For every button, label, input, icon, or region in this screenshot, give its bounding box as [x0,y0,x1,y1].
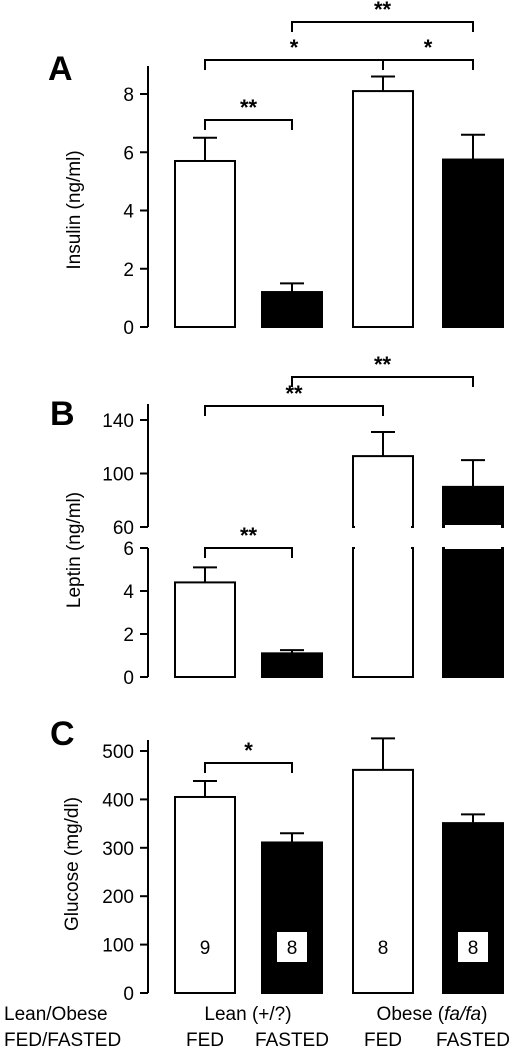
panel-a-bar-3 [442,158,504,328]
group-label-obese: Obese (fa/fa) [377,1004,488,1025]
panel-b-y-tick-label-upper-1: 100 [102,465,134,486]
panel-c-bar-0 [174,795,236,994]
group-label-lean: Lean (+/?) [204,1004,291,1025]
panel-b-y-tick-label-lower-1: 2 [123,625,134,646]
panel-c-y-tick-label-5: 500 [102,742,134,763]
panel-letter-c: C [50,715,75,753]
panel-a-bar-0 [174,159,236,328]
panel-b-break-fill-upper-3 [444,521,502,525]
panel-b-lower-bar-3 [442,547,504,678]
y-axis-label-glucose: Glucose (mg/dl) [62,797,83,931]
panel-a-bar-2 [352,90,414,329]
panel-c-bar-2 [352,768,414,994]
panel-c-bar-1 [261,841,323,995]
panel-b-plot: 0 2 4 660 100 140 ** ** ** [102,352,504,689]
panel-a-y-tick-label-0: 0 [123,318,134,339]
panel-a-bar-1 [261,291,323,328]
panel-letter-a: A [48,50,73,88]
panel-c-bar-3 [442,822,504,995]
panel-b-sig-label-2: ** [374,352,392,377]
y-axis-label-leptin: Leptin (ng/ml) [64,492,85,608]
panel-letter-b: B [50,395,75,433]
panel-c-n-box-3 [458,932,488,962]
panel-a-sig-bracket-3 [291,21,474,32]
state-label-lean-fed: FED [186,1030,224,1051]
panel-b-sig-bracket-2 [291,376,474,387]
panel-c-n-label-0: 9 [200,938,211,959]
panel-b-sig-label-1: ** [285,381,303,406]
panel-c-y-tick-label-3: 300 [102,839,134,860]
group-label-obese-suffix: ) [481,1004,487,1025]
panel-c-plot: 0 100 200 300 400 500 9 8 8 8 * [102,737,504,1005]
panel-a-y-tick-label-3: 6 [123,143,134,164]
panel-b-sig-bracket-0 [204,547,293,558]
panel-b-upper-bar-3 [442,485,504,528]
panel-c-y-tick-label-2: 200 [102,887,134,908]
state-label-obese-fasted: FASTED [436,1030,510,1051]
panel-b-y-tick-label-lower-0: 0 [123,668,134,689]
panel-b-y-tick-label-upper-2: 140 [102,411,134,432]
panel-b-y-tick-label-upper-0: 60 [113,518,134,539]
panel-a-sig-label-1: * [290,35,299,60]
panel-a-sig-bracket-2 [382,59,474,70]
row-label-fed-fasted: FED/FASTED [4,1030,121,1051]
panel-b-bar-1 [261,652,323,678]
panel-b-break-fill-lower-3 [444,549,502,553]
panel-c-n-label-3: 8 [468,938,479,959]
panel-b-lower-bar-2 [352,547,414,678]
panel-b-break-gap-3 [445,524,501,551]
state-label-obese-fed: FED [364,1030,402,1051]
panel-a-sig-bracket-0 [204,119,293,130]
panel-b-break-gap-2 [355,524,411,551]
panel-c-n-box-1 [277,932,307,962]
panel-c-y-tick-label-0: 0 [123,984,134,1005]
state-label-lean-fasted: FASTED [255,1030,329,1051]
panel-b-sig-label-0: ** [240,523,258,548]
panel-b-y-tick-label-lower-2: 4 [123,582,134,603]
y-axis-label-insulin: Insulin (ng/ml) [64,150,85,269]
panel-a-y-tick-label-2: 4 [123,202,134,223]
panel-a-y-tick-label-4: 8 [123,85,134,106]
panel-a-sig-label-2: * [424,35,433,60]
panel-a-sig-label-0: ** [240,95,258,120]
group-label-obese-prefix: Obese ( [377,1004,445,1025]
panel-c-n-label-1: 8 [287,938,298,959]
panel-b-bar-0 [174,581,236,679]
group-label-obese-genotype: fa/fa [444,1004,481,1025]
panel-b-sig-bracket-1 [204,405,384,416]
panel-b-y-tick-label-lower-3: 6 [123,539,134,560]
panel-c-sig-label-0: * [244,738,253,763]
panel-a-sig-bracket-1 [204,59,384,70]
panel-a-sig-label-3: ** [374,0,392,22]
panel-c-sig-bracket-0 [204,762,293,773]
panel-b-upper-bar-2 [352,455,414,528]
panel-c-y-tick-label-1: 100 [102,936,134,957]
panel-a-y-tick-label-1: 2 [123,260,134,281]
panel-c-y-tick-label-4: 400 [102,790,134,811]
row-label-lean-obese: Lean/Obese [4,1004,108,1025]
panel-c-n-label-2: 8 [378,938,389,959]
